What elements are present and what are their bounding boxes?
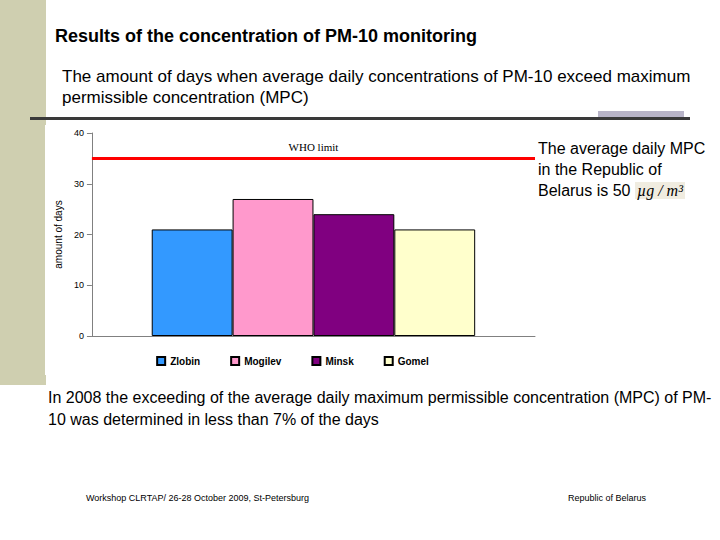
html-text:Results of the concentration o: Results of the concentration of PM-10 mo… [55,26,477,46]
html-text:µg / m³: µg / m³ [637,182,683,199]
svg-text:30: 30 [74,179,84,189]
svg-text:amount of days: amount of days [53,200,64,268]
html-text:The average daily MPC in the R: The average daily MPC in the Republic of… [538,140,706,199]
svg-text:Zlobin: Zlobin [170,356,200,367]
html-text:The amount of days when averag: The amount of days when average daily co… [62,67,691,107]
html-text:Republic of Belarus: Republic of Belarus [568,493,646,503]
svg-text:Gomel: Gomel [398,356,429,367]
svg-text:40: 40 [74,128,84,138]
svg-text:10: 10 [74,280,84,290]
html-text:Workshop CLRTAP/ 26-28 October: Workshop CLRTAP/ 26-28 October 2009, St-… [86,493,310,503]
svg-text:Mogilev: Mogilev [244,356,282,367]
svg-text:20: 20 [74,230,84,240]
svg-text:WHO limit: WHO limit [289,141,339,153]
html-text:In 2008 the exceeding of the a: In 2008 the exceeding of the average dai… [48,389,712,428]
svg-text:Minsk: Minsk [325,356,354,367]
svg-text:0: 0 [79,331,84,341]
